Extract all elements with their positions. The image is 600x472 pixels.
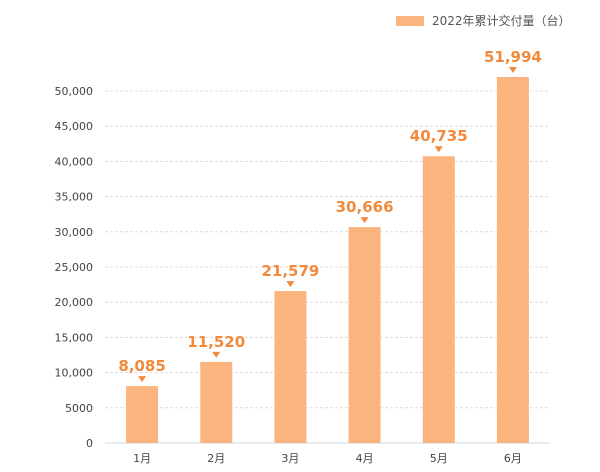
bar xyxy=(200,361,233,443)
y-tick-label: 25,000 xyxy=(55,261,94,274)
bar xyxy=(274,291,307,443)
y-tick-label: 50,000 xyxy=(55,85,94,98)
bar-marker-icon xyxy=(360,217,369,224)
bar xyxy=(422,156,455,444)
data-label: 30,666 xyxy=(336,198,394,216)
data-label: 40,735 xyxy=(410,127,468,145)
y-tick-label: 15,000 xyxy=(55,331,94,344)
y-tick-label: 30,000 xyxy=(55,226,94,239)
bar xyxy=(126,386,159,443)
bar xyxy=(348,227,381,443)
data-label: 8,085 xyxy=(118,357,165,375)
data-label: 11,520 xyxy=(187,333,245,351)
y-tick-label: 40,000 xyxy=(55,155,94,168)
bar-marker-icon xyxy=(508,66,517,73)
bar-marker-icon xyxy=(138,376,147,383)
y-tick-label: 35,000 xyxy=(55,191,94,204)
x-tick-label: 3月 xyxy=(281,452,299,465)
data-label: 21,579 xyxy=(261,262,319,280)
x-tick-label: 6月 xyxy=(504,452,522,465)
legend-swatch xyxy=(396,15,424,26)
bar-marker-icon xyxy=(212,351,221,358)
y-tick-label: 45,000 xyxy=(55,120,94,133)
x-tick-label: 4月 xyxy=(356,452,374,465)
legend: 2022年累计交付量（台） xyxy=(396,12,571,29)
y-tick-label: 20,000 xyxy=(55,296,94,309)
bar xyxy=(496,76,529,443)
x-tick-label: 5月 xyxy=(430,452,448,465)
y-tick-label: 0 xyxy=(86,437,93,450)
legend-label: 2022年累计交付量（台） xyxy=(432,14,571,28)
x-tick-label: 2月 xyxy=(207,452,225,465)
data-label: 51,994 xyxy=(484,48,542,66)
x-tick-label: 1月 xyxy=(133,452,151,465)
bar-marker-icon xyxy=(434,146,443,153)
y-tick-label: 10,000 xyxy=(55,367,94,380)
y-tick-label: 5000 xyxy=(65,402,93,415)
bar-marker-icon xyxy=(286,281,295,288)
